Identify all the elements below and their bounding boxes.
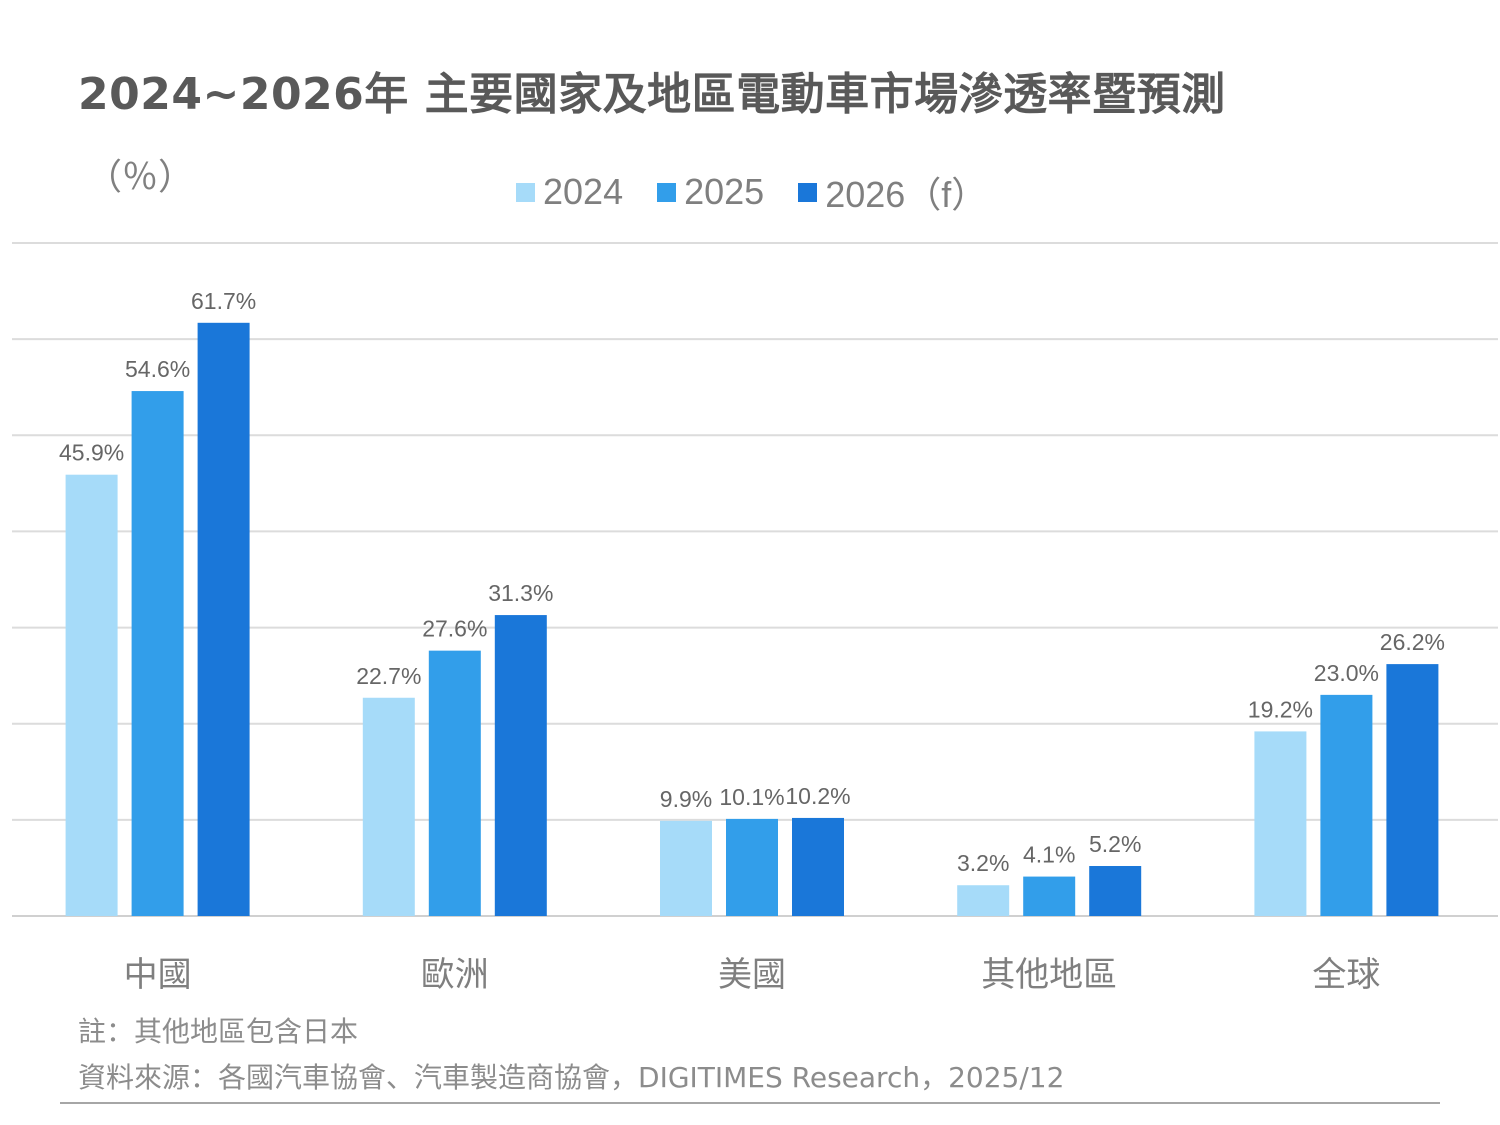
bar-chart: 45.9%54.6%61.7%22.7%27.6%31.3%9.9% 10.1% 1… bbox=[12, 242, 1498, 995]
data-label-2-1: 10.1% bbox=[719, 784, 784, 810]
source-note: 資料來源：各國汽車協會、汽車製造商協會，DIGITIMES Research，2… bbox=[78, 1061, 1065, 1094]
bar-4-2[interactable] bbox=[1386, 664, 1439, 916]
bar-2-2[interactable] bbox=[792, 817, 844, 916]
bar-0-1[interactable] bbox=[131, 391, 184, 916]
y-axis-unit-label: （％） bbox=[86, 156, 195, 197]
chart-title: 2024~2026年 主要國家及地區電動車市場滲透率暨預測 bbox=[78, 69, 1226, 120]
data-label-0-0: 45.9% bbox=[59, 440, 124, 466]
data-label-4-1: 23.0% bbox=[1314, 660, 1379, 686]
data-labels: 45.9%54.6%61.7%22.7%27.6%31.3%9.9% 10.1% 1… bbox=[59, 288, 1445, 876]
bar-3-1[interactable] bbox=[1023, 876, 1076, 916]
bottom-divider bbox=[60, 1102, 1440, 1104]
legend-item-2025[interactable]: 2025 bbox=[657, 171, 764, 213]
bar-2-0[interactable] bbox=[660, 820, 712, 916]
x-tick-label-2: 美國 bbox=[718, 955, 786, 995]
x-axis-tick-labels: 中國 歐洲 美國 其他地區 全球 bbox=[124, 955, 1381, 995]
bar-2-1[interactable] bbox=[726, 818, 778, 916]
data-label-3-1: 4.1% bbox=[1023, 842, 1075, 868]
legend-swatch-2026f bbox=[798, 182, 818, 202]
data-label-0-2: 61.7% bbox=[191, 288, 256, 314]
data-label-1-0: 22.7% bbox=[356, 663, 421, 689]
legend-label-2025: 2025 bbox=[684, 171, 765, 212]
data-label-1-2: 31.3% bbox=[488, 580, 553, 606]
bars bbox=[65, 322, 1439, 916]
bar-4-0[interactable] bbox=[1254, 731, 1307, 916]
legend-item-2024[interactable]: 2024 bbox=[516, 171, 623, 213]
legend-swatch-2024 bbox=[516, 182, 535, 202]
footnote: 註：其他地區包含日本 bbox=[78, 1015, 359, 1048]
data-label-2-0: 9.9% bbox=[660, 786, 712, 812]
legend-swatch-2025 bbox=[657, 182, 677, 202]
data-label-4-0: 19.2% bbox=[1248, 696, 1313, 722]
bar-3-0[interactable] bbox=[957, 885, 1010, 916]
bar-0-2[interactable] bbox=[197, 322, 250, 916]
bar-1-2[interactable] bbox=[494, 615, 547, 916]
data-label-3-0: 3.2% bbox=[957, 850, 1009, 876]
legend-item-2026f[interactable]: 2026（f） bbox=[798, 166, 987, 218]
bar-0-0[interactable] bbox=[65, 474, 118, 916]
data-label-4-2: 26.2% bbox=[1380, 629, 1445, 655]
legend: 2024 2025 2026（f） bbox=[516, 166, 1021, 218]
data-label-1-1: 27.6% bbox=[422, 616, 487, 642]
bar-4-1[interactable] bbox=[1320, 694, 1373, 916]
bar-3-2[interactable] bbox=[1089, 866, 1142, 916]
x-tick-label-0: 中國 bbox=[124, 955, 192, 995]
legend-label-2026f: 2026（f） bbox=[825, 174, 988, 215]
data-label-2-2: 10.2% bbox=[785, 783, 850, 809]
legend-label-2024: 2024 bbox=[543, 171, 624, 212]
x-tick-label-3: 其他地區 bbox=[981, 955, 1117, 995]
data-label-3-2: 5.2% bbox=[1089, 831, 1141, 857]
bar-1-0[interactable] bbox=[362, 697, 415, 916]
data-label-0-1: 54.6% bbox=[125, 356, 190, 382]
bar-1-1[interactable] bbox=[428, 650, 481, 916]
x-tick-label-4: 全球 bbox=[1312, 955, 1380, 995]
x-tick-label-1: 歐洲 bbox=[421, 955, 489, 995]
